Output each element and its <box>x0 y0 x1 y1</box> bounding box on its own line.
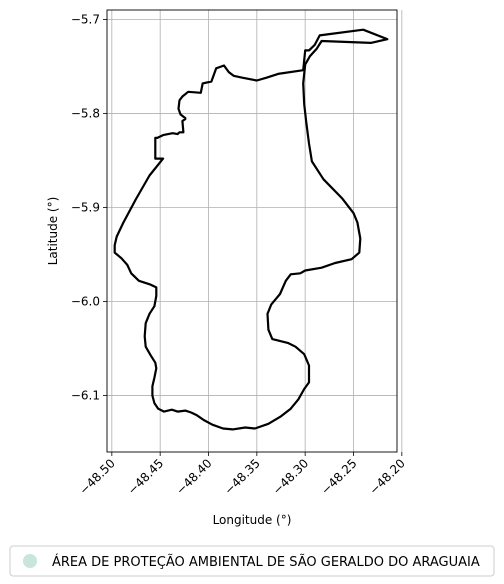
protected-area-boundary <box>113 28 389 431</box>
legend: ÁREA DE PROTEÇÃO AMBIENTAL DE SÃO GERALD… <box>9 545 495 577</box>
y-axis-ticks: −5.7 −5.8 −5.9 −6.0 −6.1 <box>71 12 107 403</box>
y-tick-label: −5.9 <box>71 200 100 214</box>
x-tick-label: −48.45 <box>125 456 166 497</box>
x-tick-label: −48.50 <box>77 456 118 497</box>
x-axis-ticks: −48.50 −48.45 −48.40 −48.35 −48.30 −48.25 −48.… <box>77 452 408 498</box>
x-tick-label: −48.20 <box>367 456 408 497</box>
y-tick-label: −5.8 <box>71 106 100 120</box>
plot-frame <box>106 9 398 453</box>
x-tick-label: −48.35 <box>222 456 263 497</box>
y-tick-label: −5.7 <box>71 12 100 26</box>
y-tick-label: −6.0 <box>71 295 100 309</box>
legend-frame <box>9 545 495 577</box>
x-tick-label: −48.25 <box>318 456 359 497</box>
protected-area-layer <box>113 28 389 431</box>
legend-label: ÁREA DE PROTEÇÃO AMBIENTAL DE SÃO GERALD… <box>52 554 480 570</box>
x-tick-label: −48.40 <box>173 456 214 497</box>
y-tick-label: −6.1 <box>71 389 100 403</box>
x-tick-label: −48.30 <box>270 456 311 497</box>
legend-marker <box>23 554 37 568</box>
y-axis-label: Latitude (°) <box>46 197 60 266</box>
x-axis-label: Longitude (°) <box>213 513 292 527</box>
